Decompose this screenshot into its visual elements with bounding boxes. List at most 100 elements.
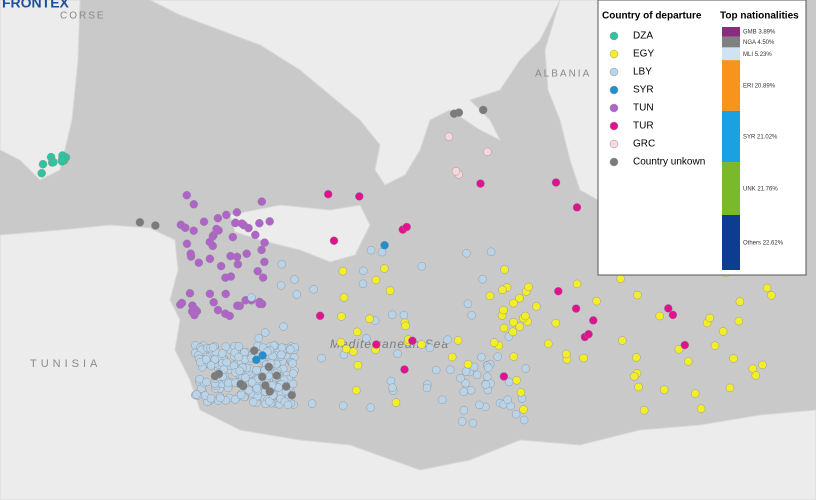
- incident-dot: [408, 336, 417, 345]
- incident-dot: [509, 318, 518, 327]
- incident-dot: [633, 290, 642, 300]
- incident-dot: [359, 266, 368, 275]
- incident-dot: [372, 340, 381, 349]
- bar-segment: [722, 214, 740, 270]
- incident-dot: [349, 347, 358, 356]
- incident-dot: [417, 262, 426, 271]
- incident-dot: [453, 336, 463, 345]
- incident-dot: [385, 286, 395, 295]
- incident-dot: [551, 178, 561, 187]
- incident-dot: [371, 275, 381, 285]
- incident-dot: [401, 321, 410, 330]
- incident-dot: [696, 404, 706, 413]
- incident-dot: [393, 349, 402, 358]
- incident-dot: [353, 361, 363, 370]
- incident-dot: [572, 279, 582, 289]
- incident-dot: [242, 249, 251, 258]
- incident-dot: [493, 352, 502, 361]
- bar-segment: [722, 27, 740, 37]
- incident-dot: [589, 316, 598, 325]
- incident-dot: [233, 301, 242, 310]
- incident-dot: [226, 272, 236, 281]
- incident-dot: [521, 364, 530, 373]
- incident-dot: [212, 224, 221, 234]
- place-label: TUNISIA: [30, 358, 101, 370]
- segment-label: MLI 5.23%: [743, 51, 772, 57]
- incident-dot: [254, 334, 263, 343]
- legend-swatch: [609, 103, 619, 113]
- incident-dot: [499, 305, 508, 315]
- incident-dot: [213, 213, 223, 223]
- incident-dot: [182, 190, 192, 200]
- incident-dot: [221, 342, 230, 351]
- incident-dot: [461, 379, 470, 388]
- nationalities-title: Top nationalities: [720, 11, 799, 22]
- segment-name: GMB: [743, 29, 757, 35]
- incident-dot: [459, 406, 469, 415]
- bar-segment: [722, 36, 740, 48]
- legend-label: DZA: [633, 31, 653, 42]
- incident-dot: [265, 217, 274, 226]
- incident-dot: [264, 362, 273, 372]
- incident-dot: [255, 218, 264, 228]
- incident-dot: [365, 314, 374, 323]
- bar-segment: [722, 162, 740, 215]
- incident-dot: [366, 245, 376, 255]
- italy: [149, 0, 561, 186]
- incident-dot: [483, 372, 492, 381]
- incident-dot: [572, 203, 582, 212]
- incident-dot: [309, 285, 318, 294]
- incident-dot: [400, 365, 409, 374]
- incident-dot: [307, 399, 317, 408]
- incident-dot: [247, 293, 256, 302]
- incident-dot: [336, 338, 346, 347]
- incident-dot: [632, 353, 641, 362]
- incident-dot: [217, 349, 227, 358]
- bar-segment: [722, 110, 740, 163]
- incident-dot: [668, 310, 678, 320]
- legend-title: Country of departure: [602, 11, 702, 22]
- incident-dot: [684, 357, 693, 366]
- incident-dot: [261, 328, 270, 337]
- incident-dot: [253, 267, 262, 276]
- incident-dot: [228, 232, 238, 242]
- incident-dot: [230, 395, 240, 404]
- incident-dot: [524, 282, 533, 292]
- incident-dot: [283, 400, 293, 410]
- incident-dot: [185, 289, 195, 298]
- incident-dot: [210, 355, 220, 364]
- incident-dot: [468, 418, 478, 428]
- incident-dot: [186, 249, 195, 258]
- segment-value: 21.02%: [757, 134, 778, 140]
- incident-dot: [208, 343, 218, 352]
- incident-dot: [459, 387, 468, 396]
- incident-dot: [49, 157, 58, 167]
- incident-dot: [509, 298, 518, 308]
- incident-dot: [260, 238, 269, 247]
- incident-dot: [194, 258, 204, 267]
- incident-dot: [758, 360, 767, 370]
- incident-dot: [592, 297, 601, 306]
- incident-dot: [458, 417, 467, 426]
- incident-dot: [252, 384, 261, 393]
- incident-dot: [315, 311, 325, 320]
- incident-dot: [258, 351, 267, 360]
- incident-dot: [176, 220, 186, 230]
- incident-dot: [476, 179, 485, 188]
- incident-dot: [235, 366, 244, 376]
- incident-dot: [236, 379, 245, 389]
- incident-dot: [276, 281, 286, 290]
- legend: DZA EGY LBY SYR TUN TUR GRC Country unkown: [609, 31, 705, 168]
- incident-dot: [199, 217, 209, 226]
- incident-dot: [209, 298, 218, 307]
- legend-label: TUN: [633, 103, 654, 114]
- incident-dot: [257, 245, 266, 255]
- incident-dot: [486, 247, 496, 257]
- incident-dot: [710, 341, 720, 350]
- incident-dot: [232, 252, 242, 262]
- incident-dot: [498, 285, 507, 294]
- incident-dot: [388, 383, 397, 392]
- incident-dot: [467, 311, 476, 320]
- incident-dot: [735, 297, 745, 306]
